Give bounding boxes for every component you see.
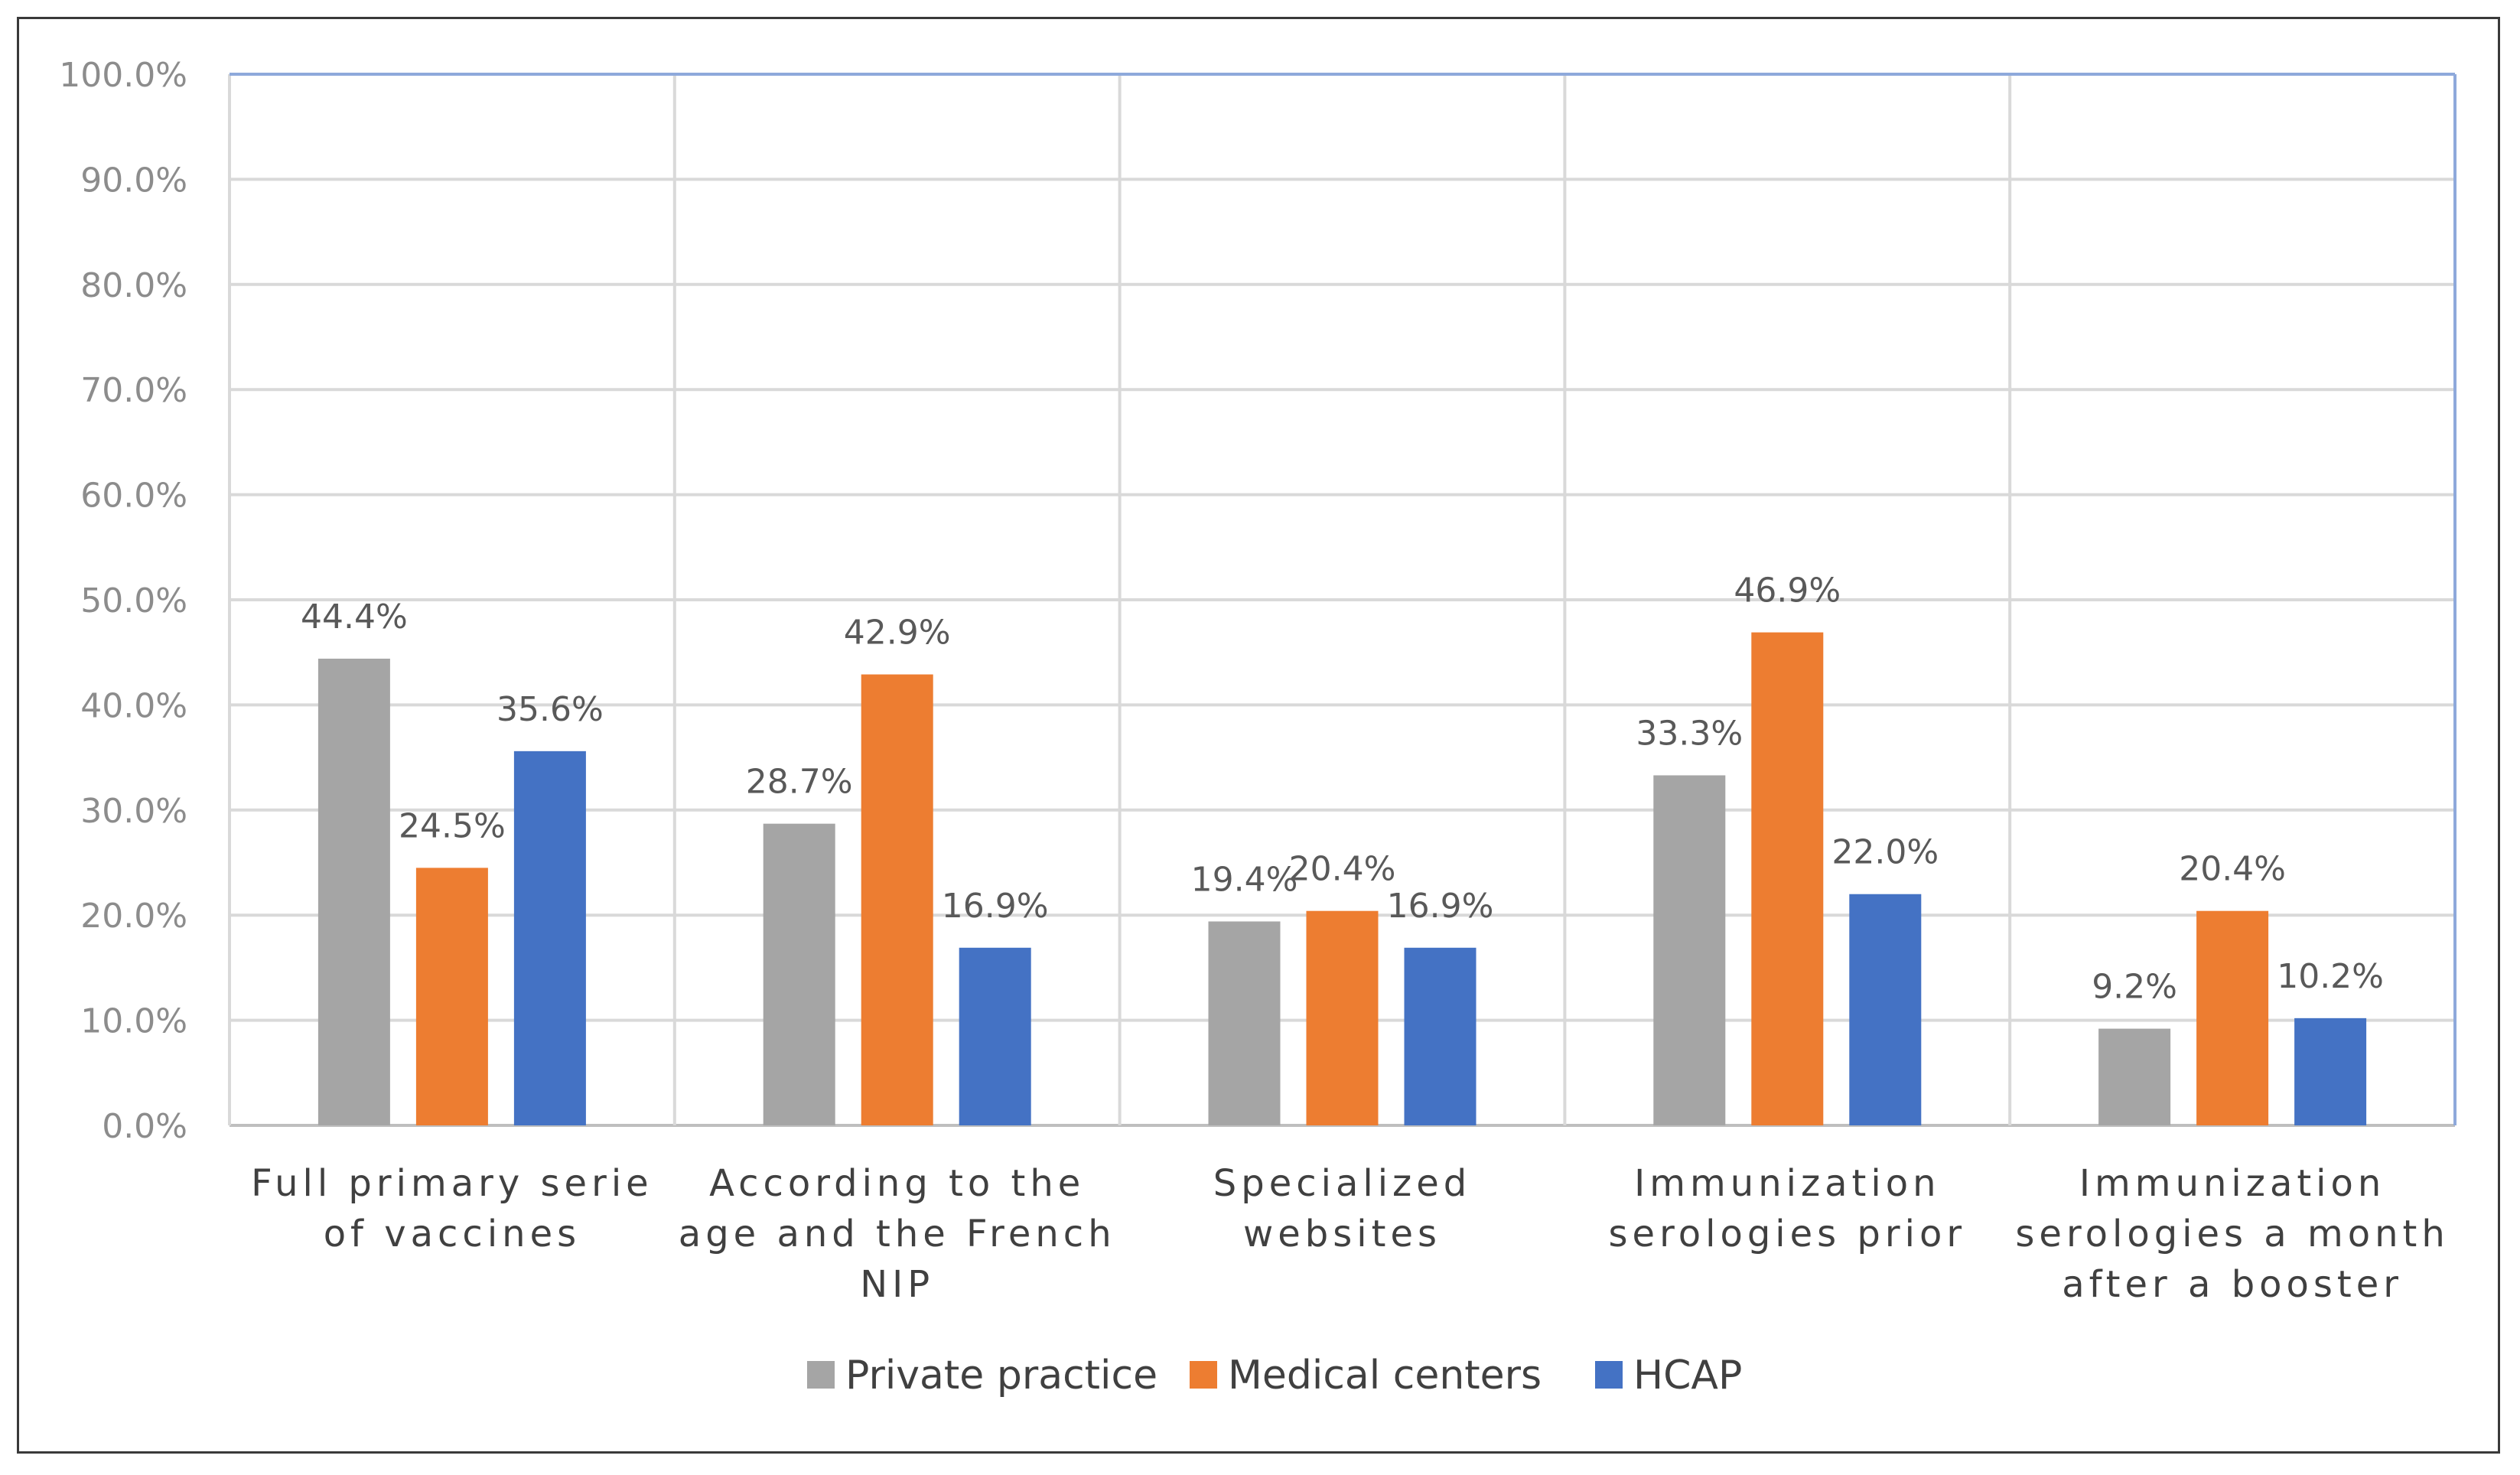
y-tick-label: 0.0% — [102, 1107, 187, 1146]
y-tick-label: 30.0% — [80, 792, 187, 831]
bar-medical-centers[interactable] — [415, 868, 488, 1125]
x-category-label: NIP — [860, 1263, 934, 1306]
y-tick-label: 60.0% — [80, 477, 187, 516]
data-label: 35.6% — [497, 690, 604, 729]
bar-private-practice[interactable] — [2098, 1028, 2171, 1125]
x-category-label: of vaccines — [324, 1213, 581, 1255]
x-category-label: after a booster — [2062, 1263, 2403, 1306]
data-label: 10.2% — [2277, 957, 2384, 996]
data-label: 20.4% — [1289, 850, 1396, 889]
data-label: 16.9% — [1387, 887, 1494, 926]
legend-label: Medical centers — [1228, 1353, 1542, 1398]
bar-hcap[interactable] — [2294, 1018, 2367, 1125]
bar-medical-centers[interactable] — [1306, 910, 1379, 1125]
legend-label: Private practice — [845, 1353, 1157, 1398]
legend-swatch — [1595, 1361, 1623, 1389]
x-category-label: Immunization — [2079, 1162, 2385, 1205]
bar-private-practice[interactable] — [1208, 921, 1281, 1125]
legend-label: HCAP — [1633, 1353, 1742, 1398]
chart-frame: 0.0% 10.0% 20.0% 30.0% 40.0% 50.0% 60.0% 70.0% 8… — [17, 17, 2500, 1454]
data-label: 20.4% — [2179, 850, 2286, 889]
x-category-label: websites — [1243, 1213, 1441, 1255]
y-tick-label: 90.0% — [80, 161, 187, 200]
y-tick-label: 40.0% — [80, 686, 187, 725]
data-label: 19.4% — [1191, 860, 1298, 899]
data-label: 33.3% — [1636, 714, 1743, 753]
bar-private-practice[interactable] — [317, 658, 390, 1125]
legend-swatch — [807, 1361, 835, 1389]
bar-hcap[interactable] — [1849, 894, 1922, 1125]
bar-private-practice[interactable] — [763, 823, 835, 1125]
y-tick-label: 50.0% — [80, 581, 187, 620]
grouped-bar-chart: 0.0% 10.0% 20.0% 30.0% 40.0% 50.0% 60.0% 70.0% 8… — [59, 56, 2457, 1398]
data-label: 44.4% — [301, 597, 408, 637]
data-label: 46.9% — [1734, 571, 1841, 611]
y-tick-label: 20.0% — [80, 897, 187, 936]
bar-private-practice[interactable] — [1653, 775, 1726, 1125]
x-category-label: Immunization — [1634, 1162, 1940, 1205]
bar-hcap[interactable] — [513, 751, 586, 1125]
data-label: 9.2% — [2092, 968, 2177, 1007]
y-tick-label: 80.0% — [80, 266, 187, 305]
bar-hcap[interactable] — [959, 947, 1031, 1125]
legend-swatch — [1190, 1361, 1217, 1389]
y-tick-label: 10.0% — [80, 1002, 187, 1041]
bar-hcap[interactable] — [1404, 947, 1477, 1125]
bar-medical-centers[interactable] — [1751, 632, 1824, 1125]
x-category-label: serologies prior — [1609, 1213, 1967, 1255]
y-tick-label: 100.0% — [59, 56, 187, 95]
data-label: 16.9% — [942, 887, 1049, 926]
bar-medical-centers[interactable] — [2196, 910, 2269, 1125]
x-category-label: Specialized — [1213, 1162, 1471, 1205]
bar-medical-centers[interactable] — [861, 674, 933, 1125]
x-category-label: Full primary serie — [251, 1162, 653, 1205]
x-category-label: serologies a month — [2015, 1213, 2449, 1255]
x-category-label: According to the — [709, 1162, 1085, 1205]
data-label: 22.0% — [1831, 833, 1939, 872]
y-tick-label: 70.0% — [80, 371, 187, 410]
data-label: 28.7% — [746, 763, 853, 802]
data-label: 24.5% — [399, 806, 506, 845]
x-category-label: age and the French — [679, 1213, 1116, 1255]
data-label: 42.9% — [844, 614, 951, 653]
